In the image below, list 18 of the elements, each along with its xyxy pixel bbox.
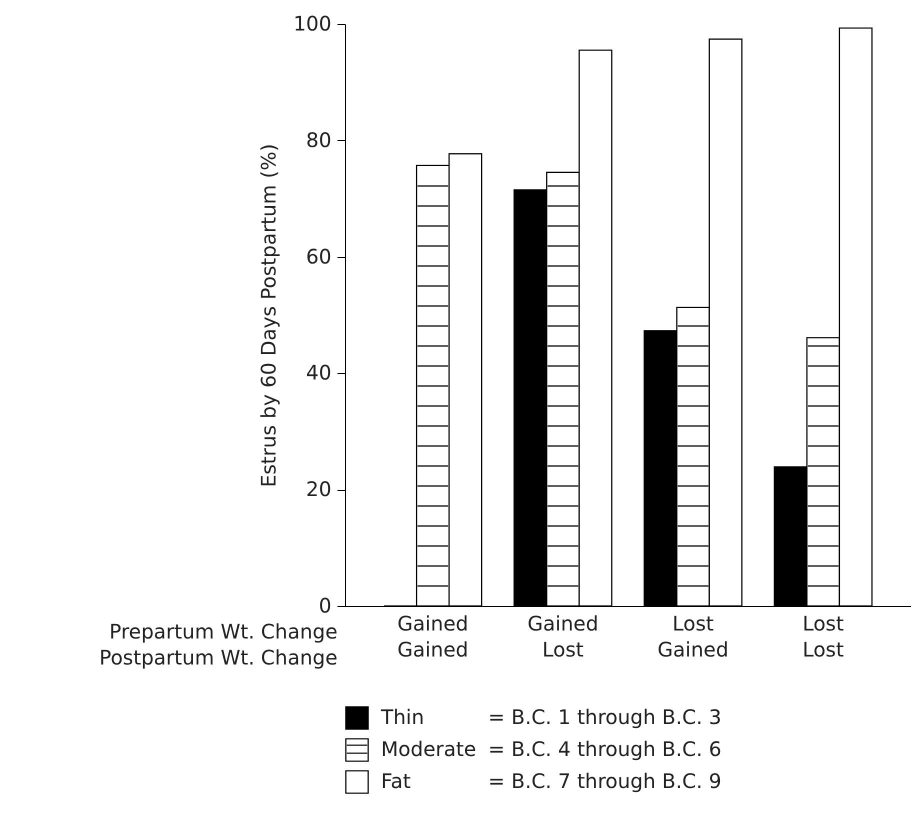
x-tick-label: Lost Lost [802,612,844,662]
y-tick-label: 40 [306,360,332,385]
x-tick-label: Lost Gained [658,612,729,662]
text: = B.C. 4 through B.C. 6 [488,737,722,761]
y-tick-label: 60 [306,244,332,268]
x-axis-title: Prepartum Wt. Change Postpartum Wt. Change [99,620,338,670]
y-axis-title: Estrus by 60 Days Postpartum (%) [256,144,280,488]
y-tick-label: 80 [306,128,332,152]
text: = B.C. 1 through B.C. 3 [488,705,722,729]
x-tick-label: Gained Gained [397,612,468,662]
legend-label: Thin [380,705,424,729]
legend-label: Moderate [381,737,476,761]
legend-label: Fat [381,769,411,793]
y-tick-label: 0 [318,594,332,618]
x-tick-label: Gained Lost [527,612,598,662]
y-tick-label: 100 [293,12,332,36]
y-tick-label: 20 [306,477,332,502]
text: = B.C. 7 through B.C. 9 [488,769,722,793]
